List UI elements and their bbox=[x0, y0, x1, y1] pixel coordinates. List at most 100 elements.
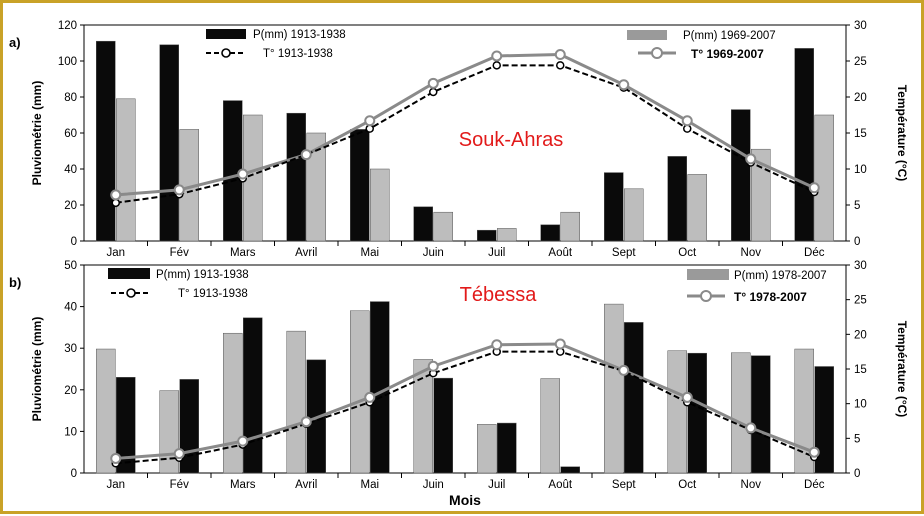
bar-p-new-a bbox=[497, 228, 517, 242]
bar-p-new-a bbox=[433, 211, 453, 242]
x-tick-label-b: Jan bbox=[106, 479, 125, 491]
x-tick-label-b: Juil bbox=[488, 479, 505, 491]
y2-tick-label-a: 25 bbox=[854, 56, 867, 68]
legend-swatch-old-p-a bbox=[206, 29, 246, 39]
y2-tick-label-a: 10 bbox=[854, 164, 867, 176]
legend-swatch-new-p-b bbox=[687, 269, 729, 280]
x-tick-label-a: Déc bbox=[804, 247, 825, 259]
point-t-new-a bbox=[681, 115, 693, 127]
legend-label-new-t-a: T° 1969-2007 bbox=[691, 47, 764, 61]
bar-p-old-b bbox=[751, 355, 771, 474]
bar-p-old-b bbox=[497, 422, 517, 474]
x-tick-label-b: Avril bbox=[295, 479, 317, 491]
y2-tick-label-b: 0 bbox=[854, 468, 860, 480]
point-t-new-a bbox=[745, 153, 757, 165]
y-tick-label-a: 40 bbox=[64, 164, 77, 176]
legend-marker-old-t-a bbox=[221, 48, 231, 58]
point-t-new-b bbox=[681, 391, 693, 403]
bar-p-old-a bbox=[350, 129, 370, 242]
bar-p-old-a bbox=[540, 224, 560, 242]
point-t-new-b bbox=[491, 339, 503, 351]
point-t-new-b bbox=[427, 360, 439, 372]
legend-marker-new-t-a bbox=[651, 47, 663, 59]
legend-swatch-old-p-b bbox=[108, 268, 150, 279]
plot-area-b bbox=[83, 264, 847, 474]
legend-label-old-p-a: P(mm) 1913-1938 bbox=[253, 29, 346, 41]
point-t-new-a bbox=[173, 184, 185, 196]
y2-tick-label-b: 20 bbox=[854, 329, 867, 341]
point-t-new-a bbox=[491, 50, 503, 62]
x-tick-label-a: Mars bbox=[230, 247, 256, 259]
bar-p-old-b bbox=[370, 301, 390, 474]
y2-tick-label-a: 20 bbox=[854, 92, 867, 104]
x-tick-label-a: Fév bbox=[170, 247, 189, 259]
bar-p-old-b bbox=[243, 317, 263, 474]
y-tick-label-b: 50 bbox=[64, 260, 77, 272]
point-t-new-b bbox=[110, 452, 122, 464]
legend-label-new-t-b: T° 1978-2007 bbox=[734, 290, 807, 304]
bar-p-new-a bbox=[687, 174, 707, 242]
panel-label-b: b) bbox=[9, 275, 21, 290]
bar-p-new-b bbox=[667, 350, 687, 474]
bar-p-new-b bbox=[604, 303, 624, 474]
x-tick-label-a: Juin bbox=[423, 247, 444, 259]
line-t-old-b bbox=[115, 350, 815, 465]
bar-p-new-a bbox=[814, 114, 834, 242]
y-tick-label-a: 60 bbox=[64, 128, 77, 140]
point-t-new-b bbox=[173, 448, 185, 460]
bar-p-old-b bbox=[433, 377, 453, 474]
bar-p-old-a bbox=[413, 206, 433, 242]
y-tick-label-a: 100 bbox=[58, 56, 77, 68]
bar-p-new-b bbox=[413, 359, 433, 474]
x-tick-label-b: Sept bbox=[612, 479, 636, 491]
bar-p-old-a bbox=[731, 109, 751, 242]
plot-area-a bbox=[83, 24, 847, 242]
legend-label-new-p-b: P(mm) 1978-2007 bbox=[734, 270, 827, 282]
bar-p-new-a bbox=[306, 132, 326, 242]
station-name-a: Souk-Ahras bbox=[459, 129, 564, 151]
bar-p-old-b bbox=[624, 322, 644, 474]
legend-label-old-t-a: T° 1913-1938 bbox=[263, 48, 333, 60]
x-tick-label-b: Oct bbox=[678, 479, 697, 491]
x-tick-label-b: Juin bbox=[423, 479, 444, 491]
y-tick-label-b: 40 bbox=[64, 302, 77, 314]
bar-p-old-a bbox=[96, 40, 116, 242]
point-t-new-a bbox=[237, 168, 249, 180]
point-t-new-b bbox=[554, 338, 566, 350]
bar-p-new-b bbox=[159, 390, 179, 474]
y2-tick-label-a: 30 bbox=[854, 20, 867, 32]
x-tick-label-a: Sept bbox=[612, 247, 636, 259]
y-tick-label-b: 20 bbox=[64, 385, 77, 397]
legend-marker-old-t-b bbox=[126, 288, 136, 298]
x-tick-label-b: Déc bbox=[804, 479, 825, 491]
bar-p-new-a bbox=[560, 211, 580, 242]
x-tick-label-a: Nov bbox=[741, 247, 762, 259]
legend-label-old-p-b: P(mm) 1913-1938 bbox=[156, 269, 249, 281]
x-tick-label-b: Fév bbox=[170, 479, 189, 491]
y2-tick-label-a: 0 bbox=[854, 236, 860, 248]
bar-p-old-a bbox=[286, 112, 306, 242]
y2-tick-label-b: 5 bbox=[854, 433, 860, 445]
y-tick-label-b: 0 bbox=[71, 468, 77, 480]
bar-p-new-b bbox=[286, 330, 306, 474]
x-tick-label-a: Mai bbox=[360, 247, 379, 259]
x-tick-label-a: Jan bbox=[106, 247, 125, 259]
x-tick-label-a: Août bbox=[548, 247, 572, 259]
panel-label-a: a) bbox=[9, 35, 21, 50]
y2-tick-label-a: 15 bbox=[854, 128, 867, 140]
point-t-new-b bbox=[237, 435, 249, 447]
bar-p-old-a bbox=[794, 48, 814, 242]
legend-label-new-p-a: P(mm) 1969-2007 bbox=[683, 30, 776, 42]
line-t-new-a bbox=[115, 53, 815, 197]
bar-p-new-b bbox=[96, 348, 116, 474]
bar-p-old-b bbox=[814, 366, 834, 474]
bar-p-new-b bbox=[223, 332, 243, 474]
line-t-old-a bbox=[115, 64, 815, 204]
bar-p-new-a bbox=[370, 168, 390, 242]
y2-tick-label-b: 30 bbox=[854, 260, 867, 272]
point-t-new-b bbox=[808, 446, 820, 458]
climate-figure: a) Pluviométrie (mm) Température (°C) So… bbox=[9, 20, 909, 508]
point-t-new-a bbox=[364, 115, 376, 127]
bar-p-new-a bbox=[116, 98, 136, 242]
